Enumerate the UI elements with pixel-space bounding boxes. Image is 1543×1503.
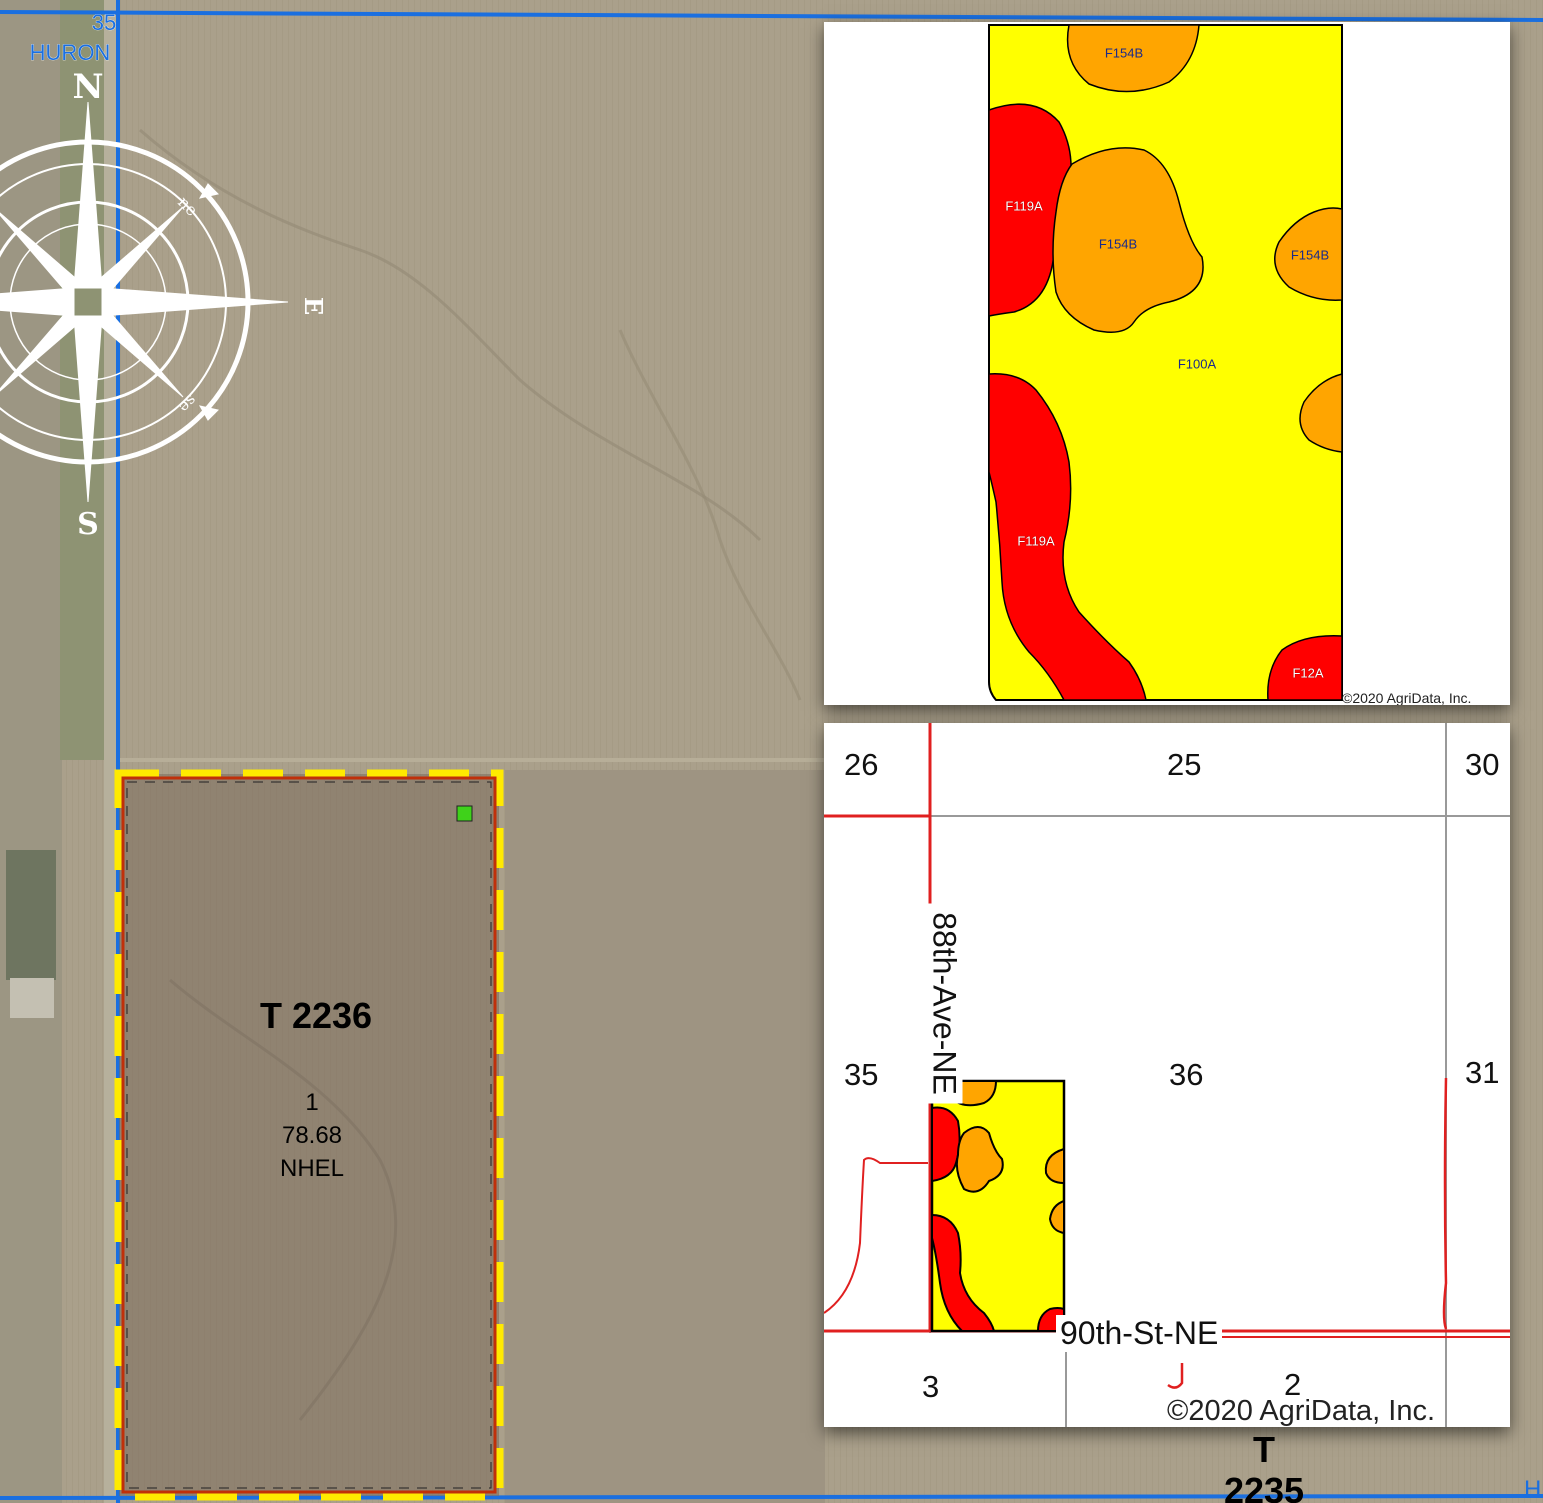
road-line [824, 1157, 928, 1314]
section-35: 35 [844, 1057, 879, 1092]
east-field [505, 770, 825, 1503]
section-25: 25 [1167, 747, 1202, 782]
road-line [1442, 1077, 1448, 1330]
field-marker[interactable] [456, 805, 473, 822]
compass-tick [199, 183, 219, 199]
soil-unit-f12a[interactable] [1267, 635, 1343, 701]
soil-unit-f154b-east[interactable] [1274, 207, 1343, 301]
compass-point-se [95, 309, 184, 398]
compass-tick [199, 405, 219, 421]
soil-label-f154b-top: F154B [1104, 45, 1144, 61]
section-2: 2 [1284, 1367, 1302, 1402]
road-label-90th-st: 90th-St-NE [1056, 1315, 1223, 1352]
section-line-north [0, 10, 1543, 22]
soil-label-f119a-lower: F119A [1017, 533, 1055, 549]
township-name: HURON [30, 40, 111, 65]
compass-rose [0, 101, 289, 503]
compass-point-ne [95, 206, 184, 295]
compass-point-sw [0, 309, 81, 392]
section-31: 31 [1465, 1055, 1500, 1090]
compass-point-s [73, 315, 103, 503]
farm-building [10, 978, 54, 1018]
compass-s-label: S [77, 507, 99, 542]
drainage-trace [618, 329, 802, 701]
compass-n-label: N [72, 67, 103, 107]
compass-point-e [101, 287, 289, 317]
thumb-f154b [1048, 1199, 1065, 1235]
road-line [1167, 1363, 1184, 1389]
adjacent-tract-number: 2235 [1224, 1470, 1304, 1503]
tract-fill[interactable] [119, 774, 499, 1496]
soil-unit-f154b-top[interactable] [1066, 24, 1200, 93]
thumb-f154b [955, 1126, 1004, 1193]
tract-id: T 2236 [260, 995, 372, 1036]
soil-label-f12a: F12A [1292, 665, 1324, 681]
soil-unit-f154b-edge[interactable] [1299, 373, 1343, 453]
soil-unit-f154b-center[interactable] [1052, 147, 1204, 333]
field-acres: 78.68 [282, 1122, 342, 1149]
soil-label-f154b-east: F154B [1290, 247, 1330, 263]
soil-copyright: ©2020 AgriData, Inc. [1342, 690, 1472, 705]
tract-outline-red [121, 776, 497, 1494]
township-number: 35 [92, 10, 116, 35]
edge-label: H [1524, 1476, 1541, 1503]
field-number: 1 [305, 1089, 318, 1116]
soil-unit-f119a-lower[interactable] [988, 373, 1147, 701]
thumb-f154b [1044, 1147, 1065, 1185]
road-label-88th-ave: 88th-Ave-NE [925, 903, 963, 1104]
drainage-trace [139, 128, 762, 542]
location-map-inset[interactable]: 26 25 30 35 36 31 3 2 88th-Ave-NE 90th-S… [824, 723, 1510, 1427]
compass-point-n [73, 101, 103, 289]
compass-e-label: E [299, 297, 328, 315]
section-26: 26 [844, 747, 879, 782]
thumb-f119a [931, 1213, 996, 1332]
soil-label-f100a: F100A [1177, 356, 1217, 372]
tract-outline-yellow [114, 769, 504, 1501]
field-hel-status: NHEL [280, 1155, 344, 1182]
adjacent-tract-prefix: T [1253, 1429, 1275, 1470]
tract-soil-thumbnail[interactable] [930, 1079, 1066, 1333]
tract-inner-dash [126, 781, 492, 1489]
soil-label-f154b-center: F154B [1098, 236, 1138, 252]
section-3: 3 [922, 1369, 940, 1404]
location-copyright: ©2020 AgriData, Inc. [1167, 1395, 1436, 1427]
farmstead [6, 850, 56, 980]
soil-label-f119a-upper: F119A [1005, 198, 1043, 214]
compass-point-nw [0, 212, 81, 295]
section-30: 30 [1465, 747, 1500, 782]
compass-point-w [0, 287, 75, 317]
section-36: 36 [1169, 1057, 1204, 1092]
soil-map-inset[interactable]: F154B F119A F154B F154B F100A F119A F12A… [824, 22, 1510, 705]
section-line-south [0, 1494, 1543, 1500]
